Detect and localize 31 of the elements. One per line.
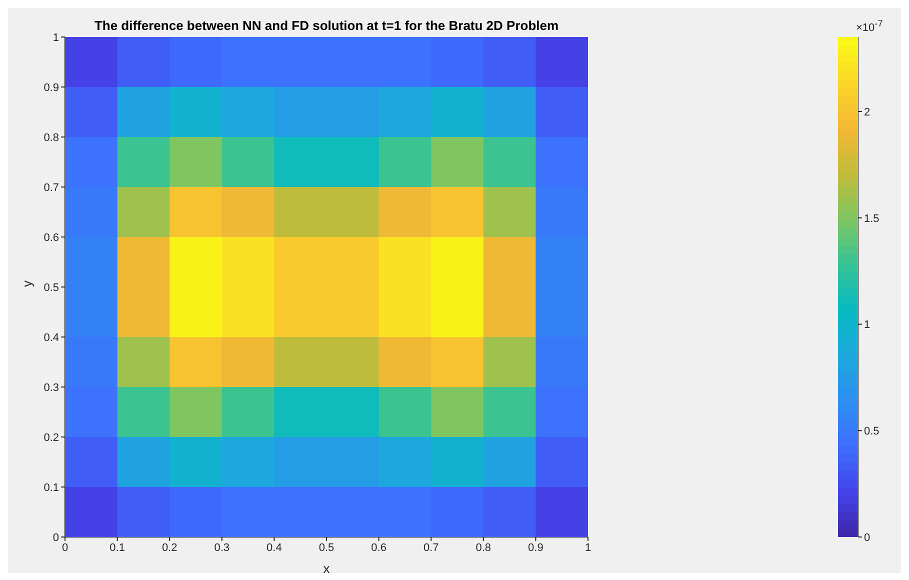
color-bar-label: 0.5 <box>864 426 880 438</box>
color-bar-label: 2 <box>864 106 870 118</box>
x-axis-title: x <box>323 561 330 576</box>
color-bar-label: 1 <box>864 319 870 332</box>
x-tick-label: 0.4 <box>266 542 282 554</box>
y-tick-label: 0.9 <box>44 82 59 94</box>
y-tick-label: 0 <box>52 532 59 544</box>
x-tick-label: 0.2 <box>162 542 178 554</box>
x-tick-label: 1 <box>584 542 592 554</box>
y-tick-label: 0.3 <box>44 382 59 394</box>
color-bar-label: 1.5 <box>864 212 880 225</box>
x-tick-label: 0.9 <box>528 542 544 554</box>
y-tick-label: 1 <box>52 32 59 44</box>
y-tick-label: 0.7 <box>44 182 59 194</box>
y-tick-label: 0.8 <box>44 132 59 144</box>
x-tick-label: 0.3 <box>214 542 230 554</box>
x-tick-label: 0 <box>62 542 68 554</box>
y-tick-label: 0.6 <box>44 232 59 244</box>
x-tick-label: 0.8 <box>476 542 492 554</box>
y-tick-label: 0.5 <box>44 282 59 294</box>
y-axis-title: y <box>20 280 35 287</box>
x-tick-label: 0.6 <box>371 542 386 554</box>
chart-title: The difference between NN and FD solution at t=1 for the Bratu 2D Problem <box>93 18 560 33</box>
text: ×10$^{-7}$ <box>856 18 883 34</box>
y-tick-label: 0.4 <box>44 332 59 344</box>
x-tick-label: 0.1 <box>110 542 125 554</box>
x-tick-label: 0.5 <box>318 542 334 554</box>
x-tick-label: 0.7 <box>423 542 439 554</box>
y-tick-label: 0.1 <box>44 482 59 494</box>
y-tick-label: 0.2 <box>44 432 59 444</box>
color-bar-label: 0 <box>864 532 870 544</box>
